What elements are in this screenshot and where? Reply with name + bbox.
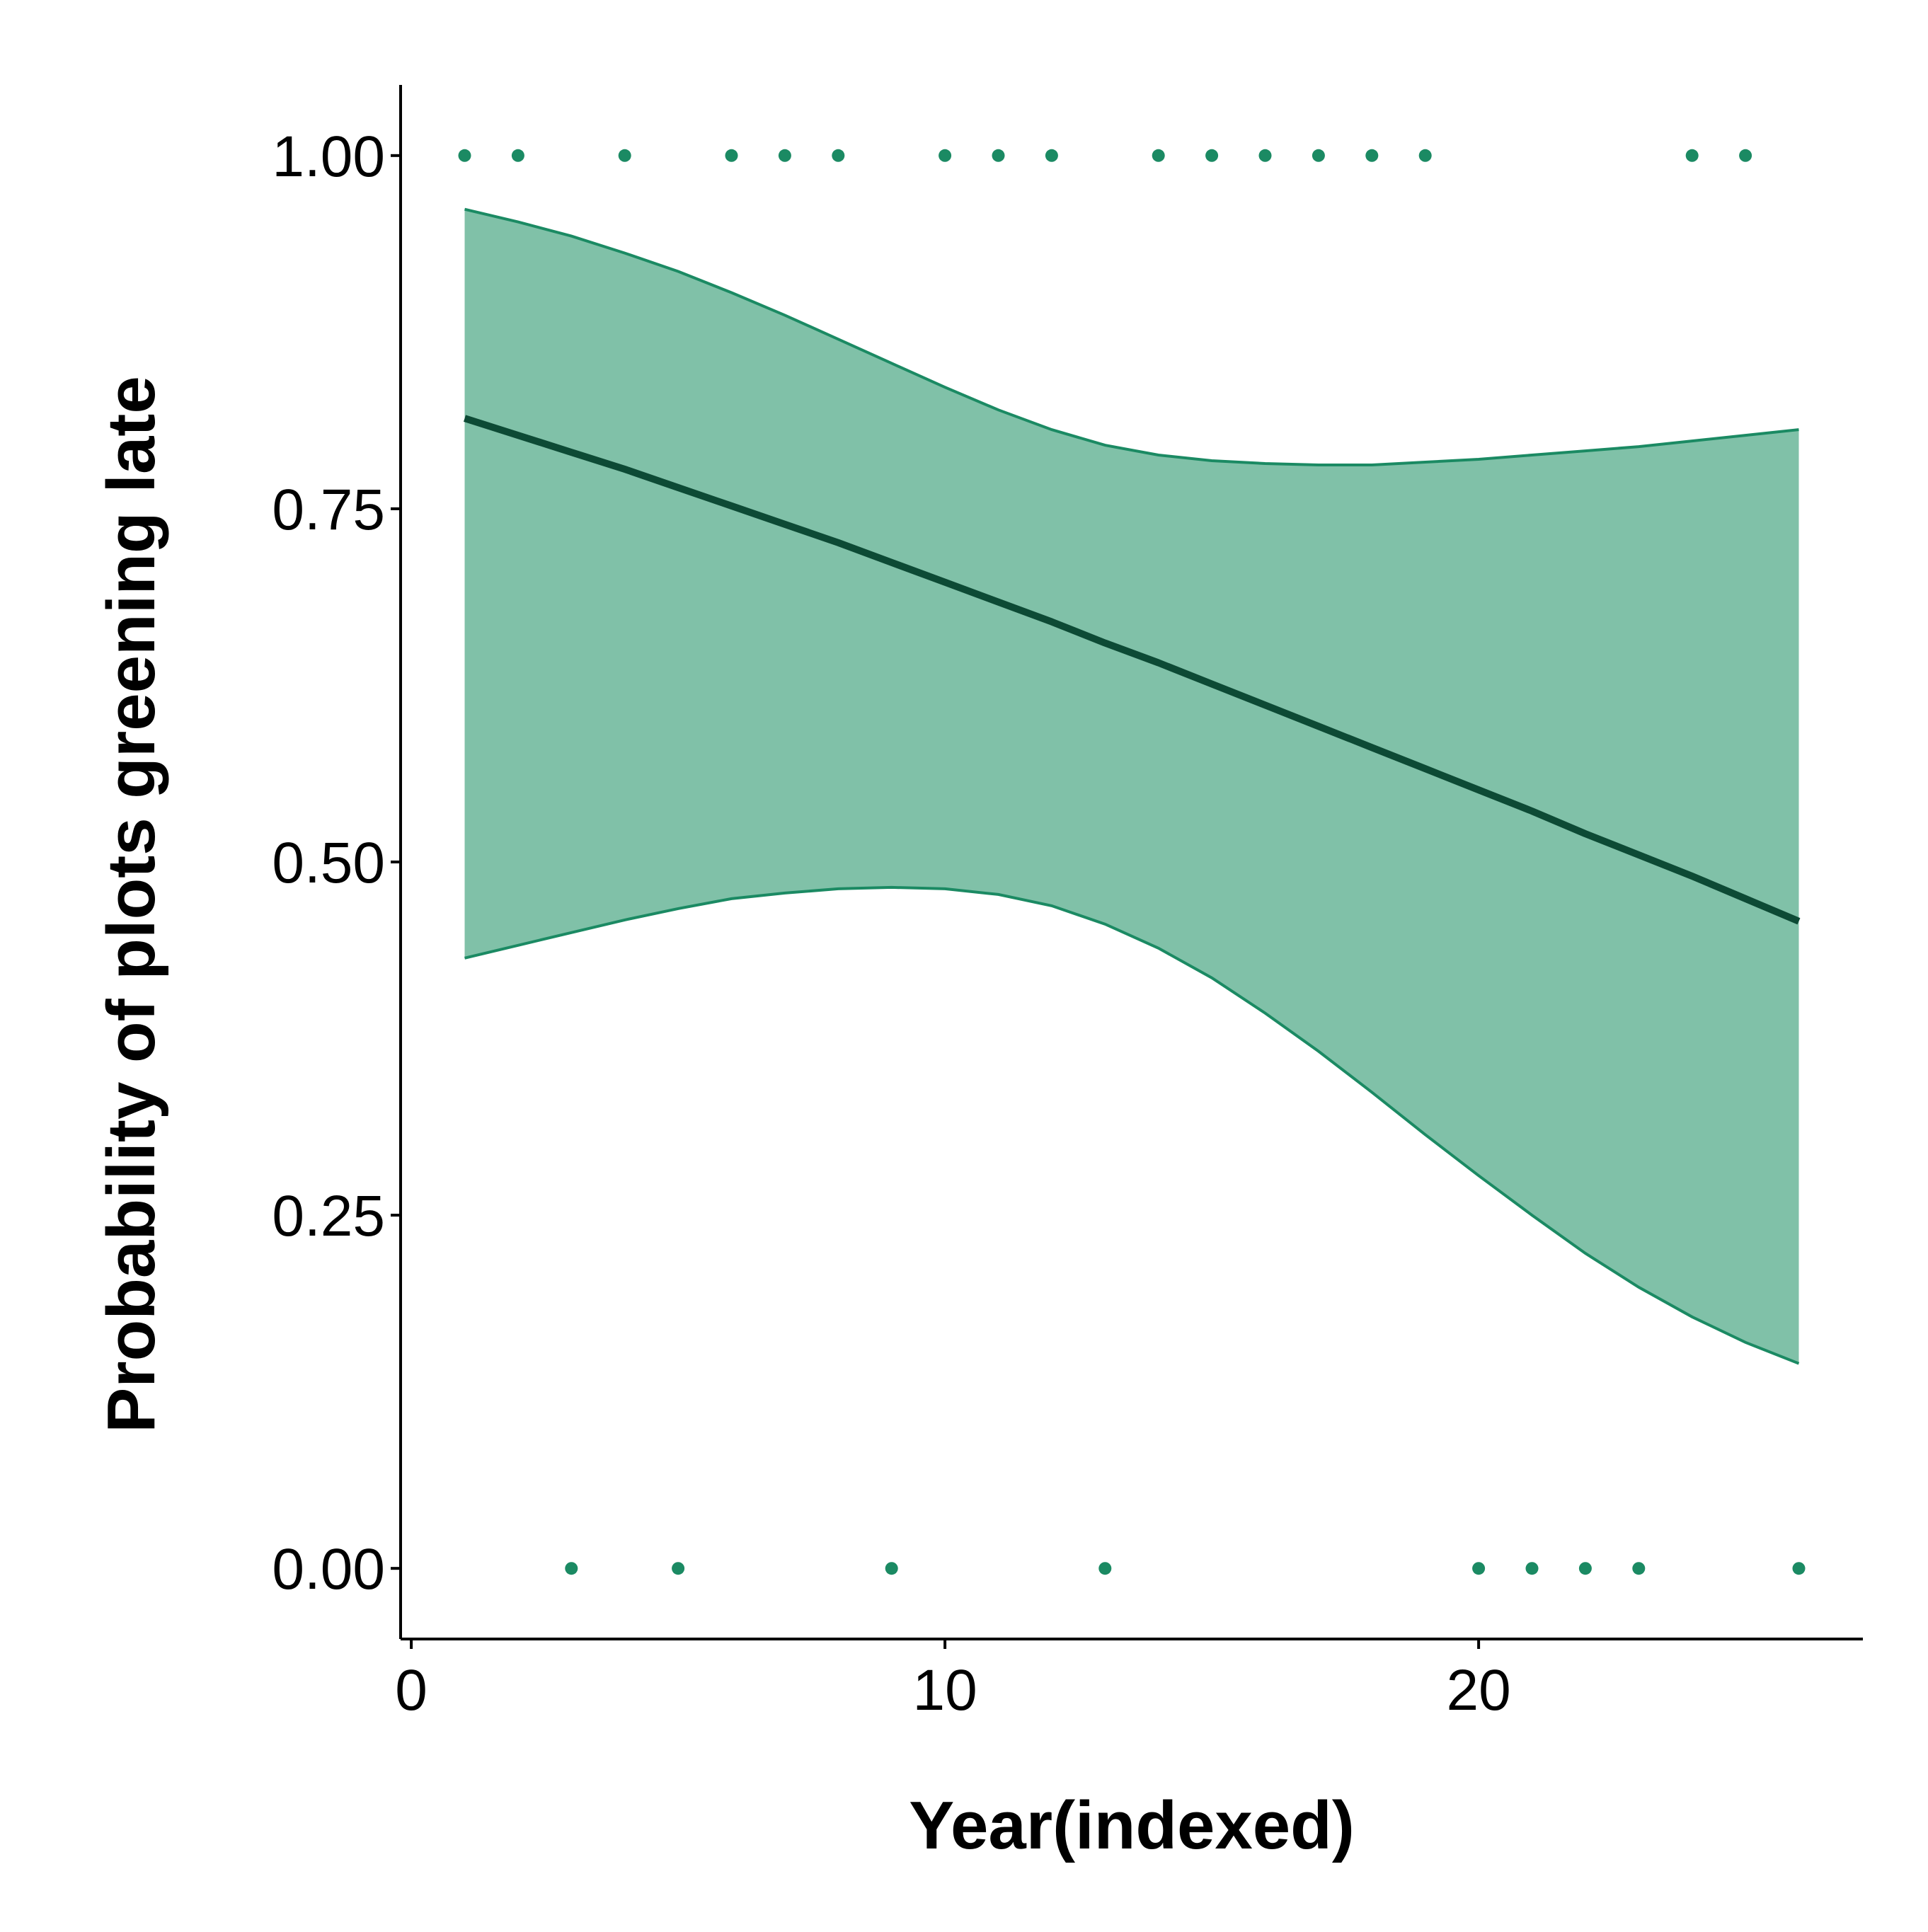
confidence-band-upper-edge bbox=[464, 207, 1799, 466]
data-point bbox=[1418, 149, 1432, 162]
data-point bbox=[1365, 149, 1379, 162]
data-point bbox=[672, 1562, 685, 1575]
y-axis-title: Probability of plots greening late bbox=[93, 376, 169, 1432]
data-point bbox=[511, 149, 524, 162]
data-point bbox=[565, 1562, 578, 1575]
confidence-band-lower-edge bbox=[464, 885, 1800, 1365]
data-point bbox=[1205, 149, 1219, 162]
axes-layer: 0.00 0.25 0.50 0.75 1.00 0 10 20 bbox=[272, 85, 1863, 1723]
fit-line bbox=[463, 415, 1801, 925]
x-tick-label: 20 bbox=[1447, 1658, 1511, 1723]
data-point bbox=[1152, 149, 1165, 162]
data-point bbox=[1792, 1562, 1806, 1575]
data-point bbox=[1312, 149, 1325, 162]
y-tick-label: 1.00 bbox=[272, 125, 385, 189]
fit-line-layer bbox=[463, 415, 1801, 925]
data-point bbox=[885, 1562, 898, 1575]
data-point bbox=[1098, 1562, 1112, 1575]
data-point bbox=[1525, 1562, 1539, 1575]
data-point bbox=[458, 149, 471, 162]
confidence-band-layer bbox=[464, 207, 1800, 1365]
data-point bbox=[1578, 1562, 1592, 1575]
y-tick-label: 0.25 bbox=[272, 1184, 385, 1248]
data-point bbox=[992, 149, 1005, 162]
y-tick-label: 0.50 bbox=[272, 831, 385, 895]
x-tick-label: 10 bbox=[912, 1658, 977, 1723]
data-point bbox=[1739, 149, 1752, 162]
data-point bbox=[1472, 1562, 1486, 1575]
data-point bbox=[1045, 149, 1058, 162]
confidence-band bbox=[464, 209, 1799, 1364]
data-point bbox=[1685, 149, 1699, 162]
x-tick-label: 0 bbox=[395, 1658, 428, 1723]
data-point bbox=[832, 149, 845, 162]
data-point bbox=[725, 149, 738, 162]
data-point bbox=[1258, 149, 1272, 162]
x-axis-title: Year(indexed) bbox=[909, 1788, 1355, 1863]
y-tick-label: 0.00 bbox=[272, 1537, 385, 1602]
data-point bbox=[1632, 1562, 1646, 1575]
y-tick-label: 0.75 bbox=[272, 478, 385, 542]
data-point bbox=[778, 149, 791, 162]
data-point bbox=[618, 149, 631, 162]
observation-points-layer bbox=[458, 149, 1806, 1575]
data-point bbox=[939, 149, 952, 162]
